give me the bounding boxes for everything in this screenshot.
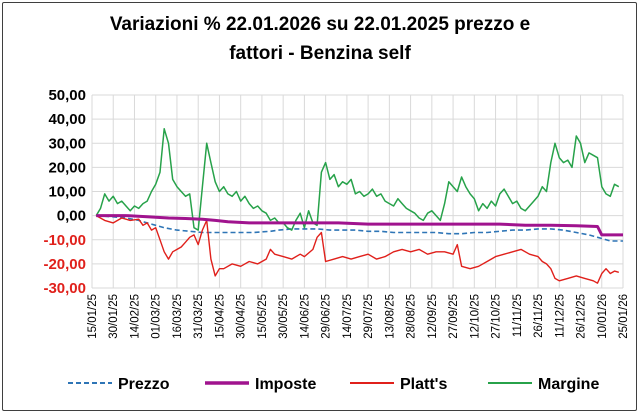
y-tick-label: 30,00	[48, 135, 86, 152]
series-line-margine	[95, 128, 620, 231]
y-tick-label: -10,00	[43, 232, 86, 249]
x-tick-label: 28/08/25	[406, 294, 418, 339]
x-tick-label: 30/01/25	[108, 294, 120, 339]
x-tick-label: 14/07/25	[342, 294, 354, 339]
x-tick-label: 10/01/26	[597, 294, 609, 339]
x-tick-label: 11/12/25	[554, 294, 566, 338]
x-tick-label: 27/10/25	[491, 294, 503, 339]
x-tick-label: 26/11/25	[533, 294, 545, 338]
x-tick-label: 30/04/25	[236, 294, 248, 339]
x-tick-label: 01/03/25	[151, 294, 163, 339]
y-tick-label: -20,00	[43, 256, 86, 273]
x-tick-label: 29/06/25	[321, 294, 333, 339]
x-tick-label: 15/04/25	[214, 294, 226, 339]
series-line-prezzo	[96, 214, 623, 242]
chart-title-line-2: fattori - Benzina self	[229, 43, 411, 64]
series-line-imposte	[96, 214, 623, 237]
x-tick-label: 26/12/25	[576, 294, 588, 339]
legend-label: Imposte	[255, 376, 316, 393]
x-tick-label: 30/05/25	[278, 294, 290, 339]
x-tick-label: 12/09/25	[427, 294, 439, 339]
x-tick-label: 12/10/25	[469, 294, 481, 339]
legend-label: Prezzo	[118, 376, 170, 393]
x-tick-label: 15/05/25	[257, 294, 269, 339]
x-tick-label: 15/01/25	[87, 294, 99, 339]
legend-label: Platt's	[400, 376, 447, 393]
y-tick-label: 40,00	[48, 111, 86, 128]
y-tick-label: 0,00	[57, 208, 86, 225]
x-tick-label: 31/03/25	[193, 294, 205, 339]
x-tick-label: 25/01/26	[618, 294, 630, 339]
y-tick-label: 10,00	[48, 184, 86, 201]
x-tick-label: 16/03/25	[172, 294, 184, 339]
x-tick-label: 27/09/25	[448, 294, 460, 339]
legend-label: Margine	[538, 376, 599, 393]
chart-title: Variazioni % 22.01.2026 su 22.01.2025 pr…	[40, 10, 600, 68]
chart-frame	[2, 2, 637, 411]
series-line-platts	[95, 214, 619, 284]
y-tick-label: -30,00	[43, 280, 86, 297]
x-tick-label: 13/08/25	[384, 294, 396, 339]
x-tick-label: 29/07/25	[363, 294, 375, 339]
y-tick-label: 20,00	[48, 159, 86, 176]
x-tick-label: 14/02/25	[129, 294, 141, 339]
chart-title-line-1: Variazioni % 22.01.2026 su 22.01.2025 pr…	[109, 14, 531, 35]
x-tick-label: 11/11/25	[512, 294, 524, 337]
x-tick-label: 14/06/25	[299, 294, 311, 339]
y-tick-label: 50,00	[48, 87, 86, 104]
